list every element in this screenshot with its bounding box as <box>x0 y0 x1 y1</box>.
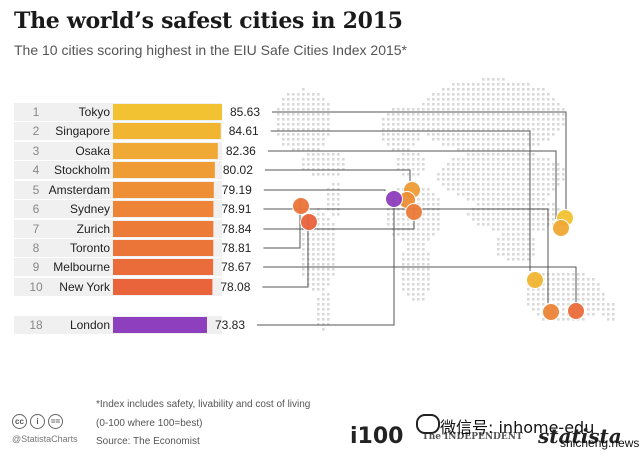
rank-label: 1 <box>33 105 40 119</box>
leader-line <box>264 169 411 181</box>
value-label: 85.63 <box>230 105 260 119</box>
value-label: 82.36 <box>226 144 256 158</box>
footnote-index: *Index includes safety, livability and c… <box>96 399 311 410</box>
rank-label: 18 <box>29 318 43 332</box>
rank-label: 6 <box>33 202 40 216</box>
value-label: 78.08 <box>220 280 250 294</box>
creative-commons-icons: cc i == <box>12 414 63 429</box>
city-label: Melbourne <box>53 260 110 274</box>
value-label: 78.67 <box>221 260 251 274</box>
attribution-icon: i <box>30 414 45 429</box>
chart-title: The world’s safest cities in 2015 <box>14 8 403 34</box>
city-marker <box>385 190 403 208</box>
wechat-icon <box>416 414 440 434</box>
rank-label: 3 <box>33 144 40 158</box>
statista-handle: @StatistaCharts <box>12 434 78 444</box>
bar <box>113 182 214 198</box>
leader-line <box>263 266 577 302</box>
site-watermark: shicheng.news <box>560 436 640 450</box>
city-marker <box>292 197 310 215</box>
city-label: Stockholm <box>54 163 110 177</box>
value-label: 79.19 <box>222 183 252 197</box>
value-label: 84.61 <box>229 124 259 138</box>
footnote-scale: (0-100 where 100=best) <box>96 418 203 429</box>
bar <box>113 259 214 275</box>
world-map-dots <box>277 78 615 331</box>
city-marker <box>552 219 570 237</box>
city-marker <box>567 302 585 320</box>
bar <box>113 240 214 256</box>
city-label: Tokyo <box>79 105 111 119</box>
bar <box>113 221 214 237</box>
leader-line <box>263 208 549 303</box>
leader-line <box>267 150 557 219</box>
leader-line <box>262 213 309 288</box>
city-marker <box>526 271 544 289</box>
no-derivatives-icon: == <box>48 414 63 429</box>
rank-label: 2 <box>33 124 40 138</box>
chart-subtitle: The 10 cities scoring highest in the EIU… <box>14 42 407 58</box>
rank-label: 9 <box>33 260 40 274</box>
statista-logo: statista <box>538 424 622 448</box>
rank-label: 7 <box>33 222 40 236</box>
bar <box>113 162 215 178</box>
rank-label: 8 <box>33 241 40 255</box>
rank-label: 5 <box>33 183 40 197</box>
bar <box>113 279 213 295</box>
city-marker <box>300 213 318 231</box>
source-note: Source: The Economist <box>96 436 200 447</box>
city-marker <box>405 203 423 221</box>
city-label: London <box>70 318 110 332</box>
bar <box>113 143 218 159</box>
i100-text: i100 <box>350 424 404 449</box>
leader-line <box>272 111 567 209</box>
value-label: 78.91 <box>221 202 251 216</box>
value-label: 73.83 <box>215 318 245 332</box>
leader-line <box>256 190 395 326</box>
cc-icon: cc <box>12 414 27 429</box>
city-label: Sydney <box>70 202 110 216</box>
rank-label: 10 <box>29 280 43 294</box>
rank-label: 4 <box>33 163 40 177</box>
bar <box>113 201 214 217</box>
leader-line <box>270 130 531 271</box>
city-label: Osaka <box>75 144 110 158</box>
city-label: Toronto <box>70 241 110 255</box>
city-label: New York <box>59 280 111 294</box>
value-label: 78.84 <box>221 222 251 236</box>
city-label: Zurich <box>77 222 110 236</box>
bar <box>113 123 221 139</box>
bar <box>113 317 207 333</box>
city-label: Amsterdam <box>49 183 110 197</box>
wechat-watermark: 微信号: inhome-edu <box>440 418 595 437</box>
independent-logo: The INDEPENDENT <box>422 432 523 442</box>
city-marker <box>542 303 560 321</box>
value-label: 80.02 <box>223 163 253 177</box>
leader-line <box>263 189 386 191</box>
i100-logo: i100 <box>350 424 403 449</box>
value-label: 78.81 <box>221 241 251 255</box>
bar <box>113 104 222 120</box>
city-label: Singapore <box>55 124 110 138</box>
